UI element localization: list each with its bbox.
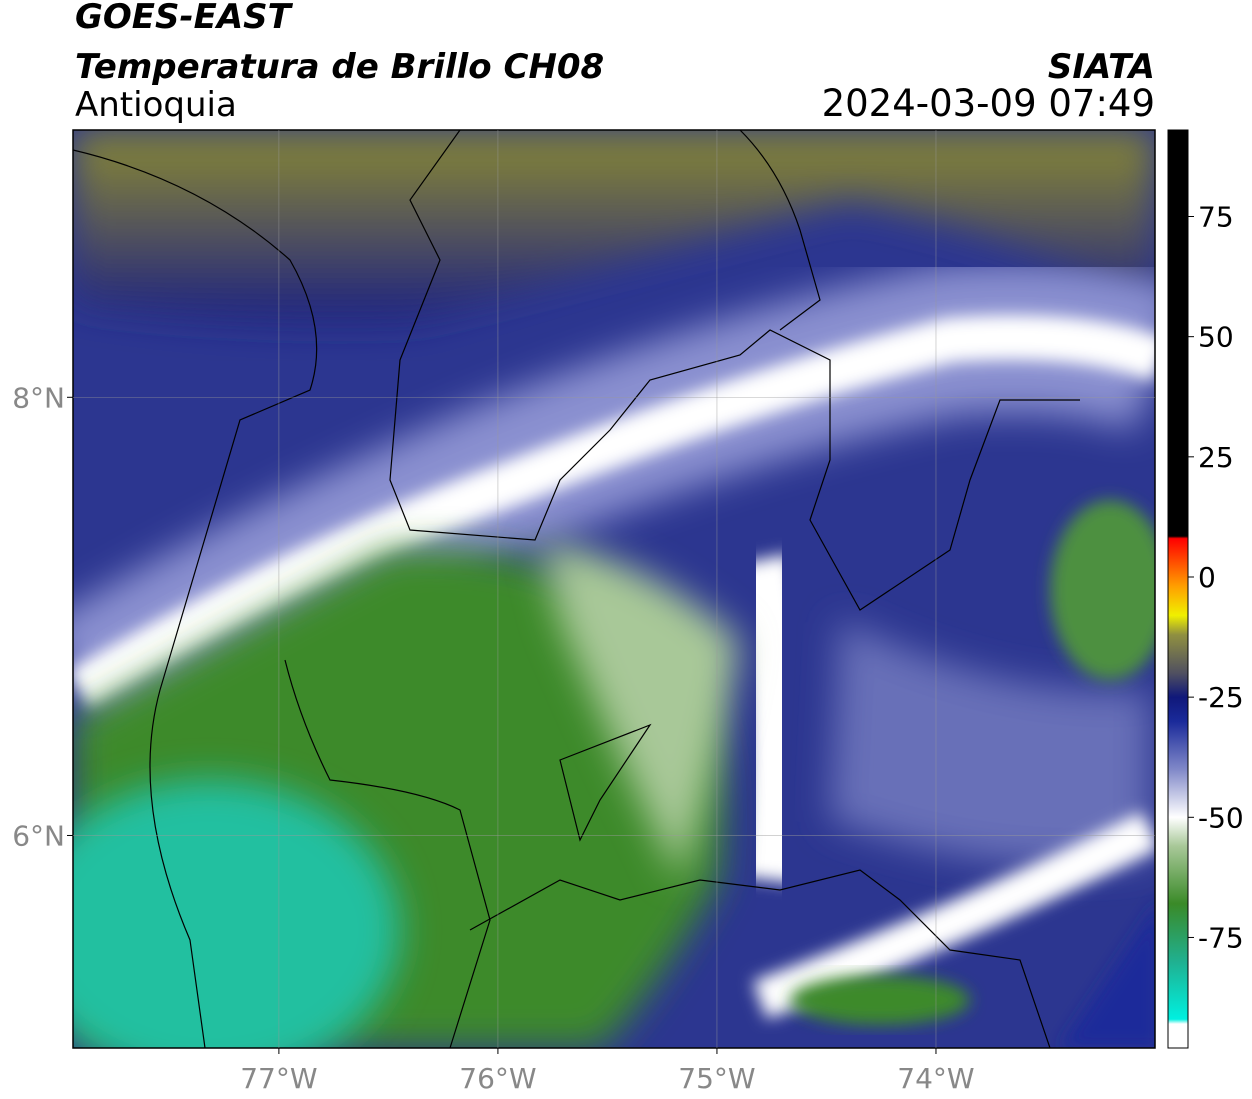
x-tick-label: 75°W (678, 1062, 755, 1095)
x-tick-label: 77°W (240, 1062, 317, 1095)
title: GOES-EAST (75, 0, 294, 37)
satellite-imagery (73, 130, 1155, 1048)
colorbar-tick-label: 50 (1198, 321, 1234, 354)
borders (73, 130, 1080, 1048)
subtitle: Temperatura de Brillo CH08 (75, 47, 604, 87)
colorbar-tick-label: -25 (1198, 681, 1244, 714)
datetime: 2024-03-09 07:49 (822, 82, 1155, 125)
region: Antioquia (75, 85, 237, 125)
y-tick-label: 8°N (12, 381, 65, 414)
y-tick-label: 6°N (12, 819, 65, 852)
x-tick-label: 76°W (459, 1062, 536, 1095)
map-frame (72, 129, 1156, 1049)
colorbar-tick-label: -75 (1198, 921, 1244, 954)
colorbar (1167, 129, 1189, 1049)
colorbar-tick-label: 25 (1198, 441, 1234, 474)
colorbar-tick-label: 0 (1198, 561, 1216, 594)
colorbar-tick-label: 75 (1198, 201, 1234, 234)
source: SIATA (1048, 47, 1155, 87)
x-tick-label: 74°W (897, 1062, 974, 1095)
colorbar-tick-label: -50 (1198, 801, 1244, 834)
